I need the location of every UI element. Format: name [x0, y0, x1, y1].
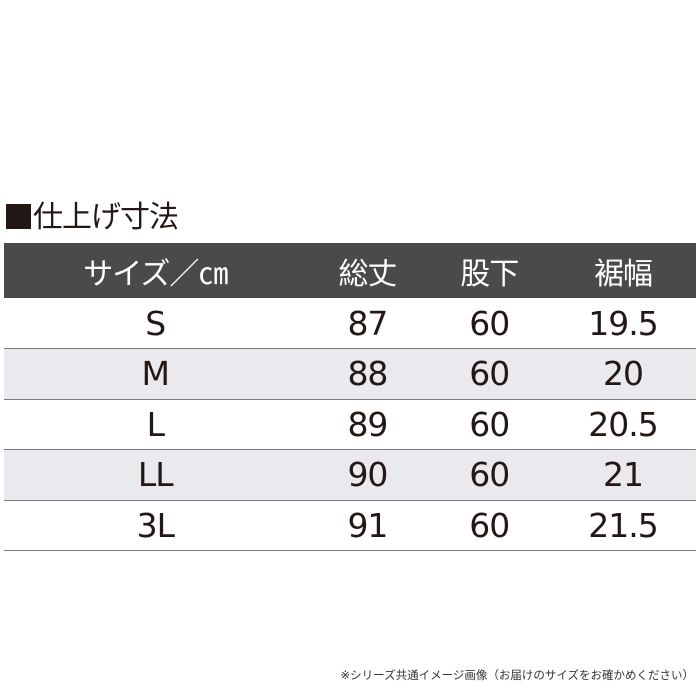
cell-total-length: 88	[347, 354, 388, 394]
cell-hem-width: 21.5	[588, 505, 658, 545]
header-hem-width: 裾幅	[594, 256, 653, 292]
cell-total-length: 91	[347, 505, 388, 545]
header-size: サイズ／㎝	[83, 256, 228, 292]
cell-hem-width: 21	[603, 455, 644, 495]
table-header-row: サイズ／㎝ 総丈 股下 裾幅	[4, 243, 696, 298]
section-title: 仕上げ寸法	[6, 198, 179, 238]
cell-size: LL	[137, 455, 174, 495]
footnote: ※シリーズ共通イメージ画像（お届けのサイズをお確かめください）	[340, 668, 694, 682]
cell-total-length: 90	[347, 455, 388, 495]
cell-hem-width: 20.5	[588, 404, 658, 444]
square-bullet-icon	[6, 204, 31, 229]
cell-hem-width: 19.5	[588, 303, 658, 343]
header-inseam: 股下	[460, 256, 519, 292]
cell-inseam: 60	[469, 354, 510, 394]
cell-total-length: 87	[347, 303, 388, 343]
table-row: S 87 60 19.5	[4, 298, 696, 349]
cell-hem-width: 20	[603, 354, 644, 394]
section-title-text: 仕上げ寸法	[33, 200, 179, 235]
table-row: M 88 60 20	[4, 348, 696, 399]
table-row: 3L 91 60 21.5	[4, 500, 696, 551]
cell-inseam: 60	[469, 404, 510, 444]
cell-total-length: 89	[347, 404, 388, 444]
header-total-length: 総丈	[338, 256, 397, 292]
table-row: L 89 60 20.5	[4, 399, 696, 450]
table-row: LL 90 60 21	[4, 449, 696, 500]
size-table: サイズ／㎝ 総丈 股下 裾幅 S 87 60 19.5 M 88 60 20 L 89 60 20.5…	[4, 243, 696, 551]
cell-size: L	[146, 404, 165, 444]
cell-inseam: 60	[469, 455, 510, 495]
cell-size: 3L	[136, 505, 175, 545]
cell-inseam: 60	[469, 303, 510, 343]
cell-inseam: 60	[469, 505, 510, 545]
cell-size: S	[145, 303, 166, 343]
cell-size: M	[141, 354, 170, 394]
